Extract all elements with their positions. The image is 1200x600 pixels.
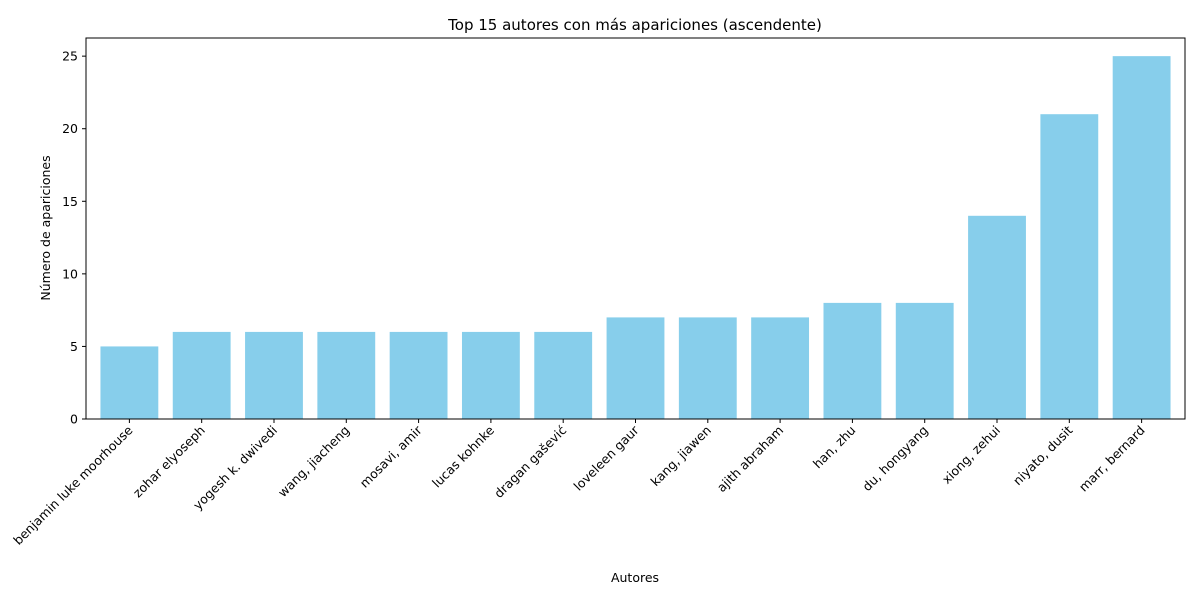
bars-group (100, 56, 1171, 420)
x-tick-label-7: loveleen gaur (570, 422, 642, 494)
x-tick-label-11: du, hongyang (859, 423, 931, 495)
y-axis-label: Número de apariciones (38, 155, 53, 300)
bar-9 (751, 317, 810, 419)
bar-10 (823, 302, 882, 419)
bar-12 (968, 215, 1026, 419)
y-tick-label-1: 5 (70, 339, 78, 354)
x-axis-label: Autores (611, 570, 659, 585)
x-tick-label-0: benjamin luke moorhouse (10, 422, 135, 547)
x-tick-label-8: kang, jiawen (648, 423, 714, 489)
x-tick-label-3: wang, jiacheng (275, 423, 353, 501)
x-tick-label-9: ajith abraham (714, 423, 787, 496)
y-tick-label-5: 25 (62, 49, 78, 64)
x-tick-label-13: niyato, dusit (1010, 422, 1076, 488)
plot-area-frame (85, 37, 1186, 420)
bar-0 (100, 346, 159, 419)
bar-8 (678, 317, 737, 419)
x-tick-label-14: marr, bernard (1076, 423, 1148, 495)
x-tick-label-6: dragan gašević (491, 422, 569, 500)
bar-13 (1040, 114, 1099, 419)
bar-11 (895, 302, 954, 419)
bar-7 (606, 317, 665, 419)
chart-title: Top 15 autores con más apariciones (asce… (447, 16, 822, 34)
bar-5 (461, 331, 520, 419)
x-tick-label-5: lucas kohnke (429, 422, 497, 490)
bar-4 (389, 331, 448, 419)
x-tick-label-4: mosavi, amir (357, 422, 426, 491)
x-tick-label-10: han, zhu (810, 423, 859, 472)
bar-3 (317, 331, 376, 419)
y-tick-label-4: 20 (62, 121, 78, 136)
bar-1 (172, 331, 231, 419)
y-axis-ticks: 0 5 10 15 20 25 (62, 49, 86, 427)
bar-2 (245, 331, 303, 419)
x-tick-label-1: zohar elyoseph (130, 423, 208, 501)
y-tick-label-3: 15 (62, 194, 78, 209)
y-tick-label-0: 0 (70, 412, 78, 427)
x-tick-label-12: xiong, zehui (939, 423, 1003, 487)
y-tick-label-2: 10 (62, 266, 78, 281)
bar-6 (534, 331, 593, 419)
bar-14 (1112, 56, 1171, 420)
